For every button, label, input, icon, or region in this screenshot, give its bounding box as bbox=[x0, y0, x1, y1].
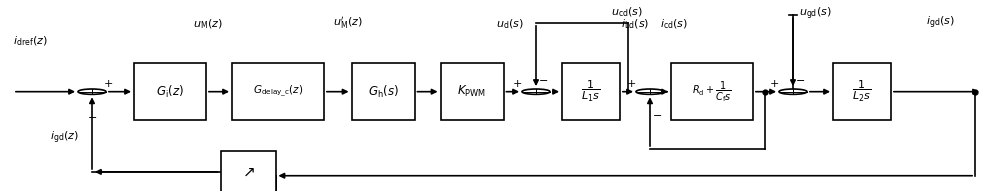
Text: $i_{\mathrm{cd}}(s)$: $i_{\mathrm{cd}}(s)$ bbox=[660, 17, 688, 31]
Circle shape bbox=[636, 89, 664, 94]
Text: $i_{\mathrm{dref}}(z)$: $i_{\mathrm{dref}}(z)$ bbox=[13, 34, 48, 48]
Text: $G_{\mathrm{delay\_c}}(z)$: $G_{\mathrm{delay\_c}}(z)$ bbox=[253, 84, 303, 99]
Text: $K_{\mathrm{PWM}}$: $K_{\mathrm{PWM}}$ bbox=[457, 84, 487, 99]
FancyBboxPatch shape bbox=[352, 63, 415, 120]
Text: $u_{\mathrm{d}}(s)$: $u_{\mathrm{d}}(s)$ bbox=[496, 17, 524, 31]
Text: $-$: $-$ bbox=[795, 74, 805, 84]
Text: $-$: $-$ bbox=[538, 74, 548, 84]
FancyBboxPatch shape bbox=[220, 151, 276, 191]
Text: $u_{\mathrm{cd}}(s)$: $u_{\mathrm{cd}}(s)$ bbox=[611, 6, 643, 19]
Text: $\dfrac{1}{L_2 s}$: $\dfrac{1}{L_2 s}$ bbox=[852, 79, 872, 104]
Text: $\dfrac{1}{L_1 s}$: $\dfrac{1}{L_1 s}$ bbox=[581, 79, 601, 104]
Text: $-$: $-$ bbox=[652, 109, 662, 119]
Circle shape bbox=[779, 89, 807, 94]
Text: $u_{\mathrm{gd}}(s)$: $u_{\mathrm{gd}}(s)$ bbox=[799, 6, 831, 22]
Text: $i_{\mathrm{Ld}}(s)$: $i_{\mathrm{Ld}}(s)$ bbox=[621, 17, 649, 31]
Text: $\nearrow$: $\nearrow$ bbox=[240, 164, 256, 179]
Text: +: + bbox=[627, 79, 636, 89]
FancyBboxPatch shape bbox=[562, 63, 620, 120]
FancyBboxPatch shape bbox=[232, 63, 324, 120]
FancyBboxPatch shape bbox=[833, 63, 891, 120]
Text: $-$: $-$ bbox=[87, 111, 97, 121]
Circle shape bbox=[78, 89, 106, 94]
FancyBboxPatch shape bbox=[134, 63, 206, 120]
Text: +: + bbox=[104, 79, 113, 89]
Text: $u_{\mathrm{M}}'(z)$: $u_{\mathrm{M}}'(z)$ bbox=[333, 15, 363, 31]
Text: +: + bbox=[770, 79, 779, 89]
Text: $i_{\mathrm{gd}}(z)$: $i_{\mathrm{gd}}(z)$ bbox=[50, 130, 79, 146]
FancyBboxPatch shape bbox=[671, 63, 753, 120]
Circle shape bbox=[522, 89, 550, 94]
Text: +: + bbox=[513, 79, 522, 89]
Text: $R_{\mathrm{d}}+\dfrac{1}{C_{\mathrm{f}} s}$: $R_{\mathrm{d}}+\dfrac{1}{C_{\mathrm{f}}… bbox=[692, 79, 732, 104]
Text: $G_{\mathrm{i}}(z)$: $G_{\mathrm{i}}(z)$ bbox=[156, 84, 184, 100]
Text: $G_{\mathrm{h}}(s)$: $G_{\mathrm{h}}(s)$ bbox=[368, 84, 398, 100]
Text: $u_{\mathrm{M}}(z)$: $u_{\mathrm{M}}(z)$ bbox=[193, 17, 223, 31]
Text: $i_{\mathrm{gd}}(s)$: $i_{\mathrm{gd}}(s)$ bbox=[926, 14, 955, 31]
FancyBboxPatch shape bbox=[440, 63, 504, 120]
